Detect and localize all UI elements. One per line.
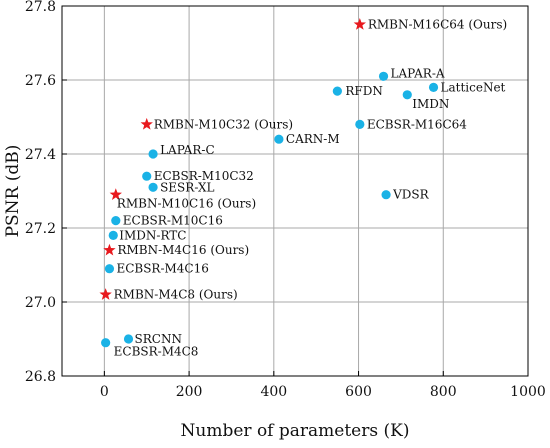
point-labels: SRCNNECBSR-M4C8ECBSR-M4C16IMDN-RTCECBSR-…: [114, 18, 508, 359]
point-label: ECBSR-M4C16: [116, 262, 208, 276]
point-label: ECBSR-M10C32: [154, 169, 254, 183]
data-points: [99, 18, 439, 348]
circle-marker: [142, 171, 152, 181]
x-tick-label: 400: [260, 384, 287, 400]
grid-lines: [62, 5, 529, 377]
circle-marker: [402, 90, 412, 100]
point-label: RMBN-M10C16 (Ours): [117, 197, 256, 211]
point-label: ECBSR-M16C64: [367, 117, 467, 131]
point-label: SRCNN: [135, 332, 182, 346]
circle-marker: [108, 230, 118, 240]
point-label: VDSR: [392, 188, 430, 202]
circle-marker: [111, 216, 121, 226]
star-marker: [353, 18, 366, 30]
circle-marker: [355, 119, 365, 129]
circle-marker: [104, 264, 115, 274]
x-tick-label: 200: [176, 384, 203, 400]
x-tick-label: 800: [430, 384, 457, 400]
circle-marker: [378, 71, 389, 81]
point-label: RFDN: [345, 84, 382, 98]
y-tick-label: 27.8: [25, 0, 56, 15]
star-marker: [109, 188, 122, 200]
y-tick-label: 27.4: [25, 147, 56, 163]
circle-marker: [381, 190, 391, 200]
point-label: SESR-XL: [160, 180, 214, 194]
point-label: IMDN: [412, 97, 449, 111]
circle-marker: [148, 182, 158, 192]
point-label: LAPAR-A: [391, 66, 445, 80]
circle-marker: [428, 82, 439, 92]
point-label: RMBN-M4C8 (Ours): [114, 288, 238, 302]
y-tick-label: 27.0: [25, 295, 56, 311]
plot-frame: [61, 5, 529, 377]
star-marker: [103, 243, 116, 256]
point-label: RMBN-M4C16 (Ours): [117, 243, 249, 257]
x-tick-label: 0: [100, 384, 109, 400]
point-label: ECBSR-M10C16: [123, 214, 223, 228]
circle-marker: [123, 334, 134, 344]
point-label: ECBSR-M4C8: [114, 345, 199, 359]
star-marker: [140, 117, 153, 130]
y-tick-label: 27.2: [25, 221, 56, 237]
y-tick-label: 27.6: [25, 73, 56, 89]
point-label: LatticeNet: [441, 80, 506, 94]
circle-marker: [332, 86, 342, 96]
y-axis-title: PSNR (dB): [3, 145, 23, 238]
point-label: RMBN-M16C64 (Ours): [368, 18, 507, 32]
x-tick-label: 1000: [510, 384, 546, 400]
star-marker: [99, 288, 112, 300]
circle-marker: [274, 134, 284, 144]
tick-labels: 0 200 400 600 800 1000 26.8 27.0 27.2 27.4 27.6 27.…: [25, 0, 546, 400]
circle-marker: [101, 338, 111, 348]
x-axis-title: Number of parameters (K): [181, 421, 410, 441]
point-label: RMBN-M10C32 (Ours): [154, 117, 293, 131]
circle-marker: [148, 149, 158, 159]
point-label: IMDN-RTC: [119, 228, 186, 242]
point-label: LAPAR-C: [160, 143, 215, 157]
y-tick-label: 26.8: [25, 369, 56, 385]
point-label: CARN-M: [286, 132, 340, 146]
x-tick-label: 600: [345, 384, 372, 400]
